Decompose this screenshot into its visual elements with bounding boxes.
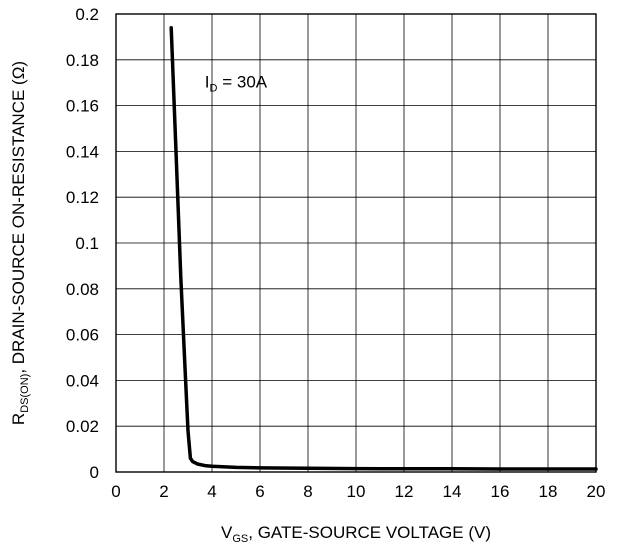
x-tick-label: 14 [443, 482, 462, 501]
y-axis-label-rest: , DRAIN-SOURCE ON-RESISTANCE (Ω) [9, 61, 28, 374]
x-tick-label: 0 [111, 482, 120, 501]
y-tick-label: 0.08 [66, 280, 99, 299]
annotation-rest: = 30A [217, 72, 267, 91]
y-tick-label: 0.2 [75, 5, 99, 24]
y-axis-label-main: R [9, 413, 28, 425]
annotation-main: I [205, 72, 210, 91]
y-tick-label: 0.02 [66, 417, 99, 436]
x-tick-label: 20 [587, 482, 606, 501]
x-tick-label: 8 [303, 482, 312, 501]
annotation-label: ID = 30A [205, 72, 268, 94]
y-tick-label: 0.04 [66, 371, 99, 390]
x-tick-labels: 0 2 4 6 8 10 12 14 16 18 20 [111, 482, 605, 501]
y-tick-label: 0 [90, 463, 99, 482]
x-tick-label: 16 [491, 482, 510, 501]
y-tick-label: 0.16 [66, 97, 99, 116]
y-tick-labels: 0 0.02 0.04 0.06 0.08 0.1 0.12 0.14 0.16 0.18 0.2 [66, 5, 99, 482]
series-group [169, 25, 598, 471]
x-tick-label: 6 [255, 482, 264, 501]
y-tick-label: 0.14 [66, 142, 99, 161]
plot-frame [115, 13, 597, 473]
y-tick-label: 0.18 [66, 51, 99, 70]
x-tick-label: 2 [159, 482, 168, 501]
series-line [169, 25, 598, 471]
y-axis-label-sub: DS(ON) [19, 374, 31, 413]
y-axis-label: RDS(ON), DRAIN-SOURCE ON-RESISTANCE (Ω) [9, 61, 31, 425]
y-tick-label: 0.06 [66, 326, 99, 345]
x-axis-label-main: V [221, 523, 233, 542]
grid [116, 14, 596, 472]
annotation-sub: D [210, 82, 218, 94]
x-axis-label-rest: , GATE-SOURCE VOLTAGE (V) [248, 523, 491, 542]
x-axis-label: VGS, GATE-SOURCE VOLTAGE (V) [221, 523, 491, 545]
x-tick-label: 18 [539, 482, 558, 501]
x-tick-label: 12 [395, 482, 414, 501]
x-tick-label: 4 [207, 482, 216, 501]
x-tick-label: 10 [347, 482, 366, 501]
y-tick-label: 0.12 [66, 188, 99, 207]
x-axis-label-sub: GS [232, 533, 248, 545]
y-tick-label: 0.1 [75, 234, 99, 253]
